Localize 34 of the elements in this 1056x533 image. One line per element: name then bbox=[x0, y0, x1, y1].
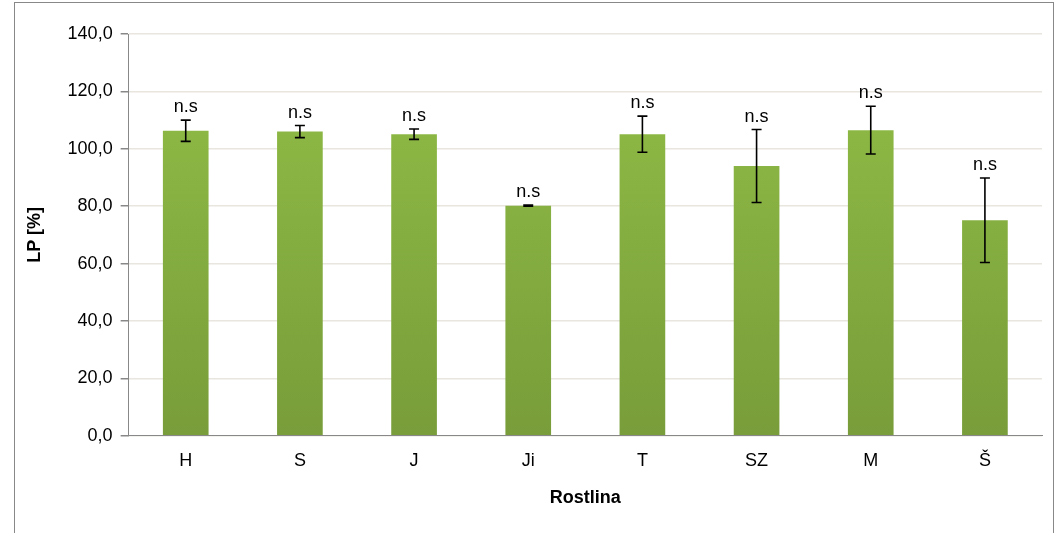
y-tick-label: 80,0 bbox=[77, 195, 113, 216]
annotation: n.s bbox=[858, 82, 883, 103]
x-tick-label: SZ bbox=[745, 449, 769, 470]
y-tick-label: 60,0 bbox=[77, 252, 113, 273]
x-tick-label: S bbox=[293, 449, 306, 470]
x-tick-label: H bbox=[179, 449, 193, 470]
x-tick-label: Š bbox=[978, 448, 991, 470]
bar bbox=[391, 134, 437, 436]
bar bbox=[962, 220, 1008, 436]
y-tick-label: 0,0 bbox=[87, 424, 113, 445]
annotation: n.s bbox=[402, 104, 427, 125]
bar bbox=[505, 205, 552, 436]
annotation: n.s bbox=[516, 181, 541, 202]
bar bbox=[847, 130, 894, 436]
y-axis-title: LP [%] bbox=[23, 207, 44, 263]
y-tick-label: 140,0 bbox=[67, 22, 113, 43]
x-tick-label: T bbox=[636, 449, 648, 470]
annotation: n.s bbox=[287, 101, 312, 122]
y-tick-label: 20,0 bbox=[77, 367, 113, 388]
x-tick-label: M bbox=[863, 449, 879, 470]
annotation: n.s bbox=[972, 154, 997, 175]
annotation: n.s bbox=[744, 105, 769, 126]
x-axis-title: Rostlina bbox=[549, 487, 622, 508]
bar bbox=[162, 130, 209, 436]
y-tick-label: 100,0 bbox=[67, 137, 113, 158]
bar bbox=[619, 134, 666, 436]
y-tick-label: 120,0 bbox=[67, 80, 113, 101]
annotation: n.s bbox=[630, 92, 655, 113]
bar bbox=[277, 131, 323, 436]
annotation: n.s bbox=[173, 96, 198, 117]
x-tick-label: J bbox=[409, 449, 419, 470]
x-tick-label: Ji bbox=[521, 449, 535, 470]
y-tick-label: 40,0 bbox=[77, 309, 113, 330]
bar bbox=[733, 166, 780, 436]
